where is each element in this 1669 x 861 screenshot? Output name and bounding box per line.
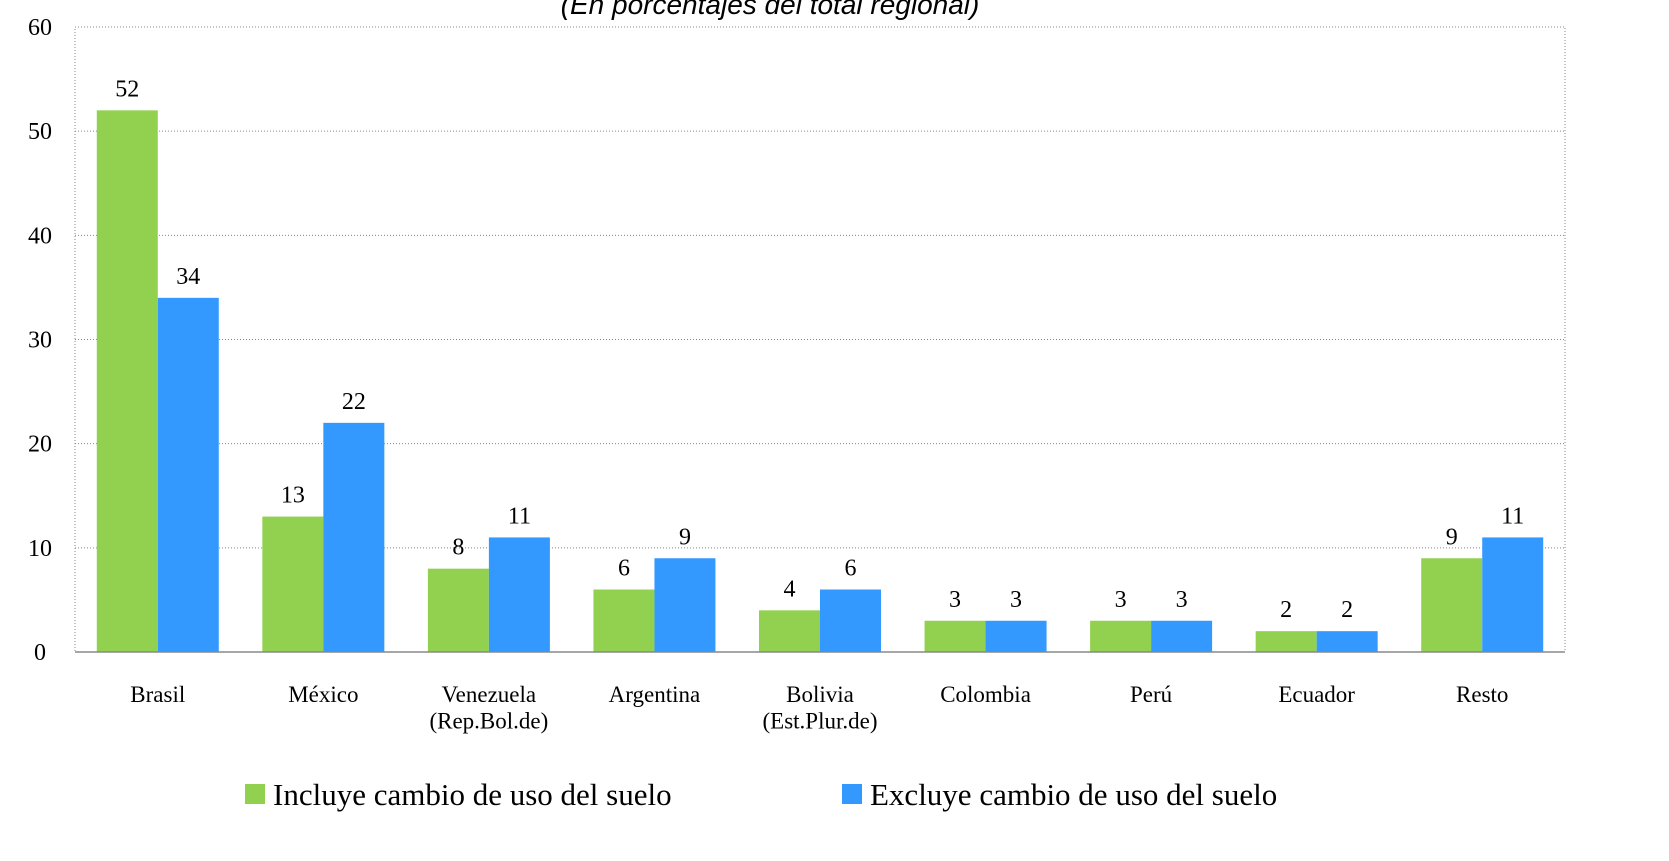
- value-label: 3: [1010, 587, 1022, 613]
- legend-label: Excluye cambio de uso del suelo: [870, 777, 1277, 812]
- bar: [427, 568, 489, 652]
- bar: [820, 589, 881, 652]
- value-label: 3: [1176, 587, 1188, 613]
- y-tick-label: 0: [34, 640, 46, 666]
- value-label: 4: [784, 576, 796, 602]
- bar: [759, 610, 820, 652]
- bar: [1316, 631, 1378, 652]
- value-label: 9: [1446, 524, 1458, 550]
- bar: [1151, 620, 1213, 652]
- bar: [262, 516, 324, 652]
- value-label: 22: [342, 389, 366, 415]
- x-tick-label: Colombia: [940, 682, 1031, 707]
- x-tick-label: Resto: [1456, 682, 1508, 707]
- value-label: 2: [1341, 597, 1353, 623]
- bar: [985, 620, 1047, 652]
- bar: [96, 110, 158, 653]
- value-label: 9: [679, 524, 691, 550]
- bar: [1255, 631, 1317, 652]
- value-label: 52: [115, 76, 139, 102]
- bar: [593, 589, 655, 652]
- chart-subtitle: (En porcentajes del total regional): [561, 0, 980, 20]
- y-tick-label: 40: [28, 223, 52, 249]
- bar: [1421, 558, 1483, 652]
- value-label: 3: [1115, 587, 1127, 613]
- y-tick-label: 60: [28, 15, 52, 41]
- legend-swatch: [842, 784, 862, 804]
- x-tick-label: Perú: [1130, 682, 1173, 707]
- y-tick-label: 10: [28, 536, 52, 562]
- bar: [654, 558, 716, 652]
- bar: [924, 620, 986, 652]
- value-label: 11: [508, 503, 531, 529]
- value-label: 8: [452, 535, 464, 561]
- x-tick-label: Bolivia (Est.Plur.de): [763, 682, 878, 733]
- bar: [157, 297, 219, 652]
- x-tick-label: Brasil: [130, 682, 185, 707]
- value-label: 6: [618, 556, 630, 582]
- bar: [1482, 537, 1544, 652]
- y-tick-label: 20: [28, 432, 52, 458]
- x-tick-label: México: [288, 682, 358, 707]
- value-label: 6: [845, 556, 857, 582]
- x-tick-label: Argentina: [609, 682, 701, 707]
- value-label: 2: [1280, 597, 1292, 623]
- bar: [323, 422, 385, 652]
- legend-label: Incluye cambio de uso del suelo: [273, 777, 672, 812]
- value-label: 13: [281, 483, 305, 509]
- value-label: 11: [1501, 503, 1524, 529]
- y-tick-label: 30: [28, 328, 52, 354]
- value-label: 34: [176, 264, 200, 290]
- bar: [1090, 620, 1152, 652]
- bar: [488, 537, 550, 652]
- y-tick-label: 50: [28, 119, 52, 145]
- value-label: 3: [949, 587, 961, 613]
- legend-swatch: [245, 784, 265, 804]
- x-tick-label: Ecuador: [1278, 682, 1355, 707]
- x-tick-label: Venezuela (Rep.Bol.de): [429, 682, 548, 733]
